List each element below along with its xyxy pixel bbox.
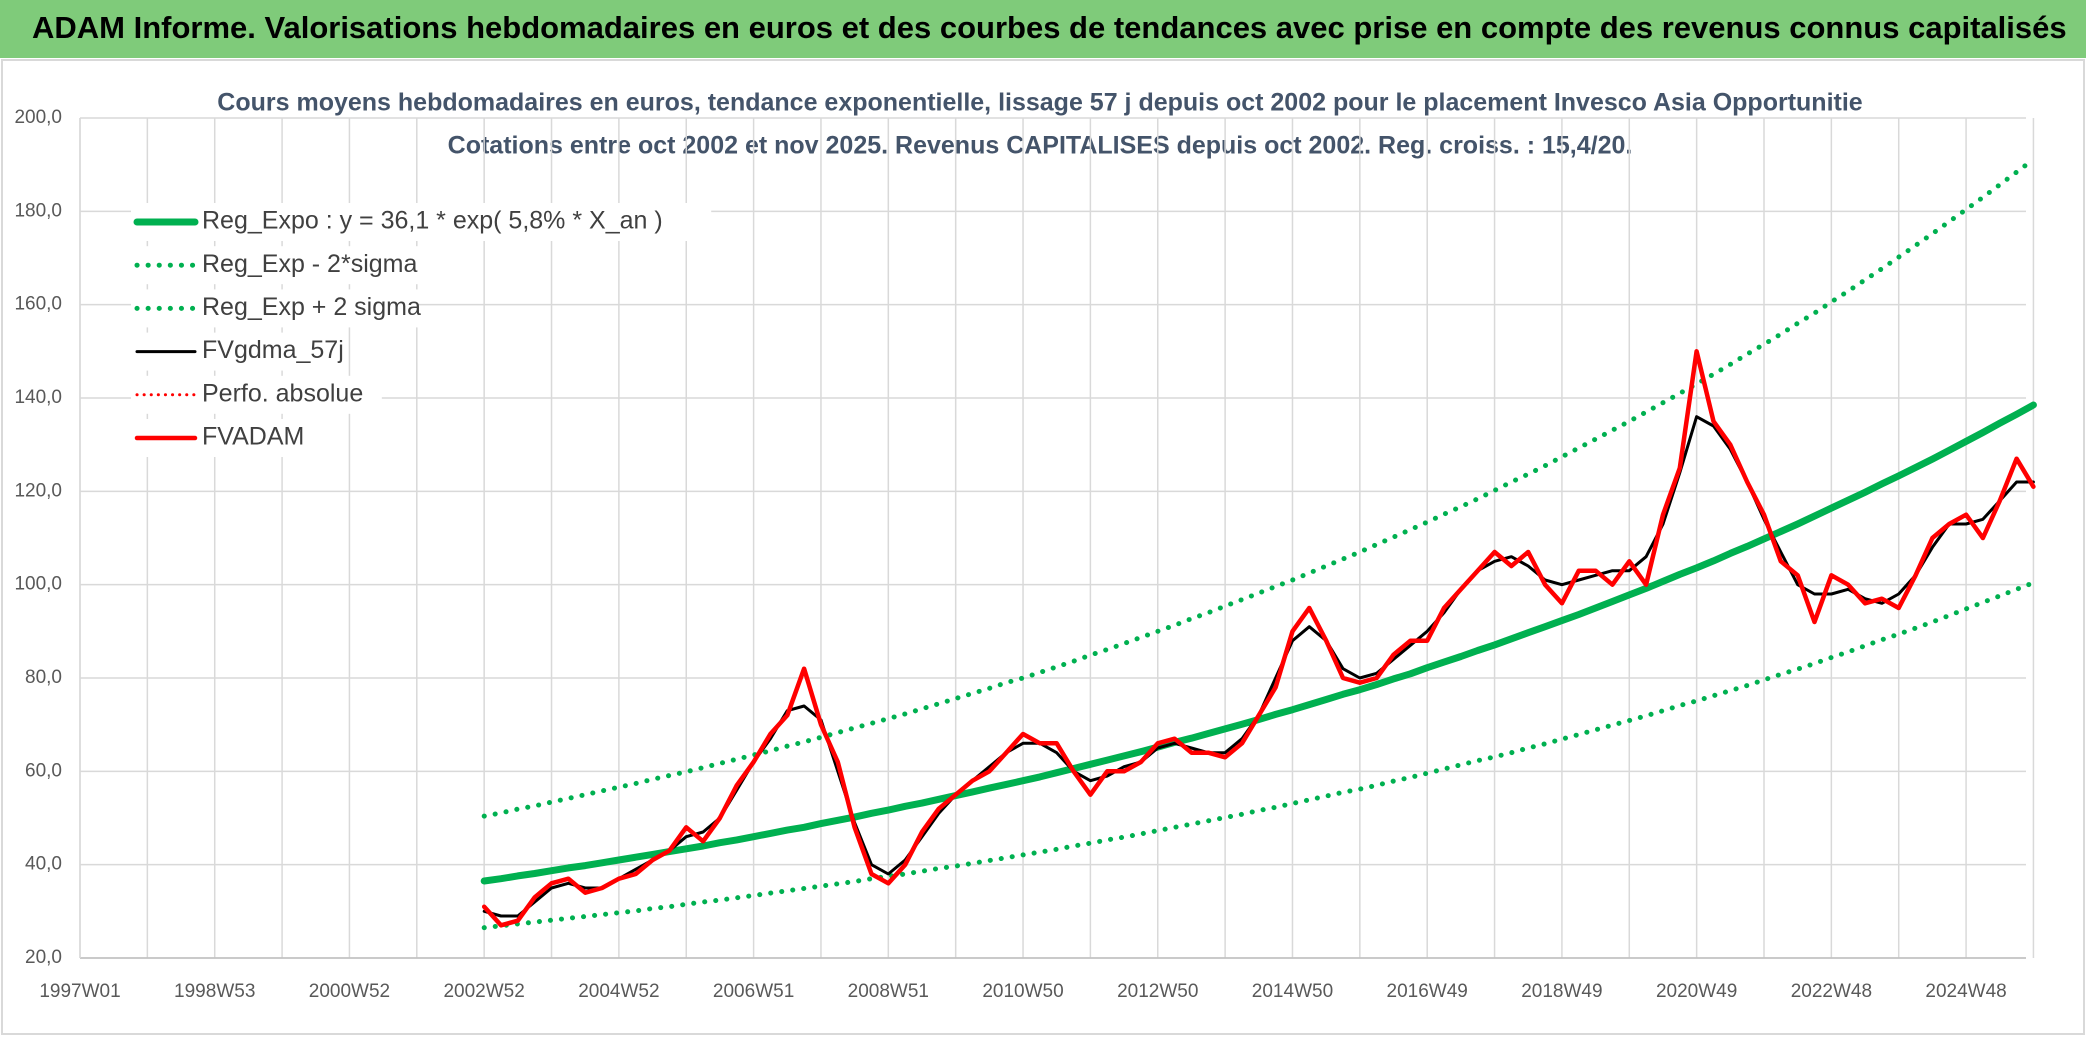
legend: Reg_Expo : y = 36,1 * exp( 5,8% * X_an )… [131,203,712,457]
x-tick-label: 2018W49 [1521,981,1602,1002]
legend-item: FVgdma_57j [131,332,344,371]
banner-bar [0,0,2086,58]
legend-label: FVgdma_57j [202,336,344,364]
legend-item: FVADAM [131,419,304,457]
y-tick-label: 180,0 [14,200,62,221]
legend-background [131,203,712,241]
x-tick-label: 2012W50 [1117,981,1198,1002]
x-tick-label: 2008W51 [848,981,929,1002]
legend-label: Reg_Exp - 2*sigma [202,250,417,278]
legend-label: Reg_Exp + 2 sigma [202,293,421,321]
legend-item: Reg_Exp - 2*sigma [131,246,419,285]
series-line [481,349,2036,928]
y-tick-label: 80,0 [25,667,62,688]
series-line [481,157,2036,819]
x-tick-label: 2014W50 [1252,981,1333,1002]
x-tick-label: 2010W50 [982,981,1063,1002]
x-tick-label: 2006W51 [713,981,794,1002]
y-tick-label: 100,0 [14,574,62,595]
x-tick-label: 2002W52 [443,981,524,1002]
legend-label: FVADAM [202,423,304,451]
y-tick-label: 40,0 [25,854,62,875]
chart-title: Cours moyens hebdomadaires en euros, ten… [217,89,1862,117]
y-tick-label: 140,0 [14,387,62,408]
x-tick-label: 2022W48 [1791,981,1872,1002]
x-tick-label: 2024W48 [1925,981,2006,1002]
y-tick-label: 160,0 [14,294,62,315]
y-tick-label: 20,0 [25,947,62,968]
legend-item: Perfo. absolue [131,375,382,414]
legend-item: Reg_Exp + 2 sigma [131,289,421,328]
chart-subtitle: Cotations entre oct 2002 et nov 2025. Re… [448,132,1633,160]
legend-label: Perfo. absolue [202,379,363,407]
x-tick-label: 2004W52 [578,981,659,1002]
y-tick-label: 60,0 [25,760,62,781]
y-tick-label: 120,0 [14,480,62,501]
legend-item: Reg_Expo : y = 36,1 * exp( 5,8% * X_an ) [131,203,712,241]
x-tick-label: 1998W53 [174,981,255,1002]
chart-border [1,59,2085,1035]
legend-label: Reg_Expo : y = 36,1 * exp( 5,8% * X_an ) [202,207,663,235]
banner-title: ADAM Informe. Valorisations hebdomadaire… [32,10,2067,45]
x-tick-label: 2016W49 [1387,981,1468,1002]
x-tick-label: 2000W52 [309,981,390,1002]
y-tick-label: 200,0 [14,107,62,128]
x-tick-label: 1997W01 [39,981,120,1002]
x-tick-label: 2020W49 [1656,981,1737,1002]
